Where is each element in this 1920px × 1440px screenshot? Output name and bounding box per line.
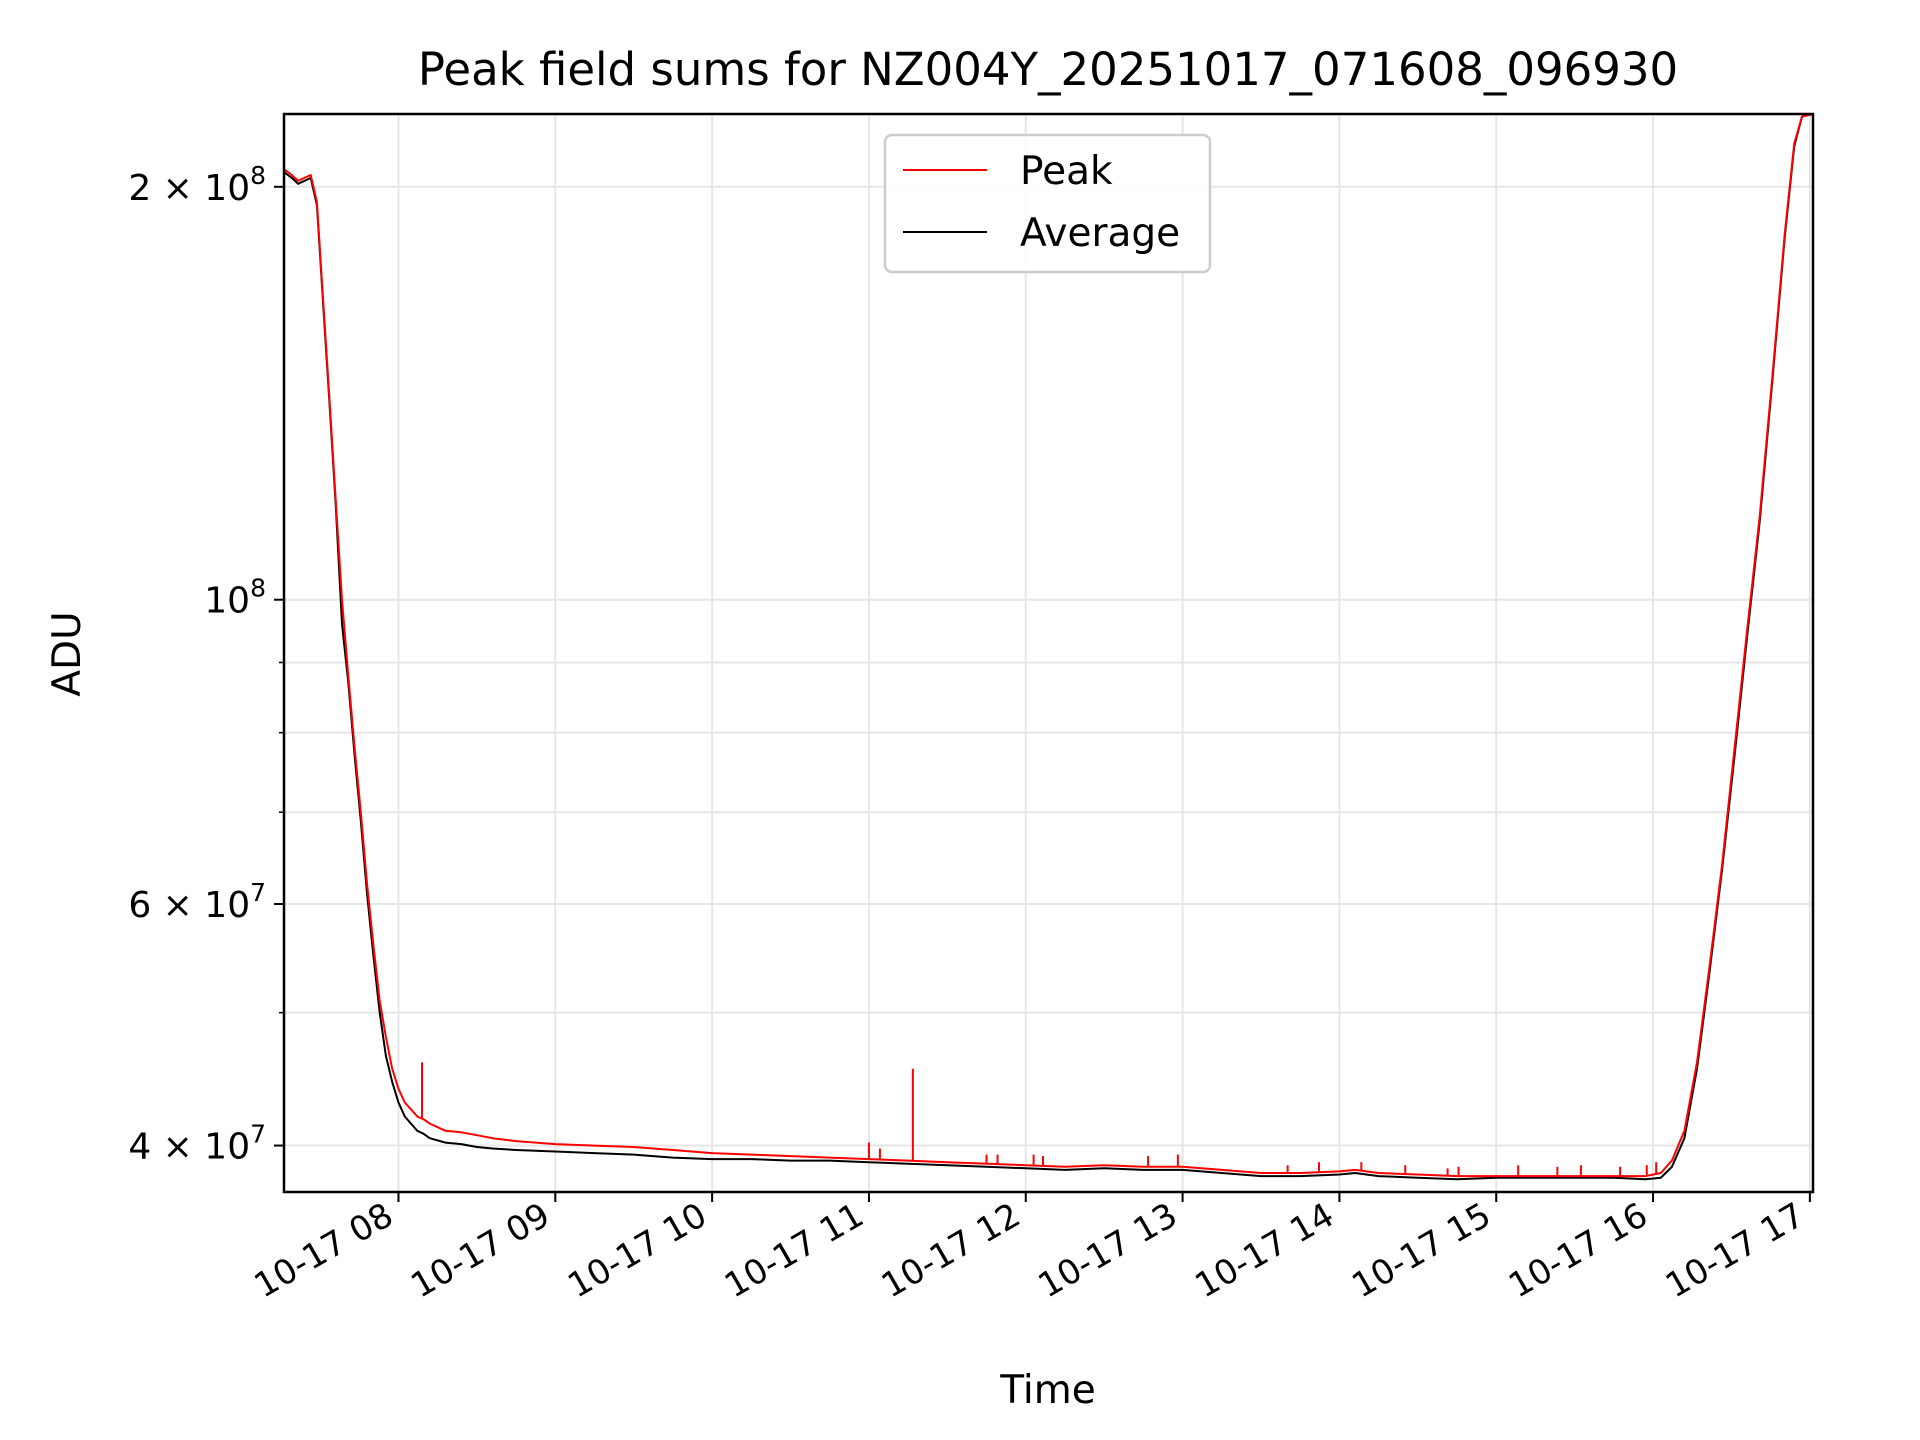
chart-title: Peak field sums for NZ004Y_20251017_0716… [418, 43, 1678, 96]
x-axis-label: Time [999, 1368, 1095, 1413]
y-tick-label: 2 × 108 [128, 161, 266, 209]
series-line-peak [283, 113, 1814, 1178]
y-axis-label: ADU [45, 611, 90, 696]
y-tick-label: 6 × 107 [128, 878, 266, 926]
legend-label-average: Average [1020, 211, 1180, 256]
legend-label-peak: Peak [1020, 149, 1113, 194]
plot-frame [282, 112, 1815, 1194]
y-tick-label: 4 × 107 [128, 1120, 266, 1168]
legend: Peak Average [883, 133, 1212, 274]
y-tick-label: 108 [204, 574, 266, 622]
series-layer [283, 113, 1814, 1181]
